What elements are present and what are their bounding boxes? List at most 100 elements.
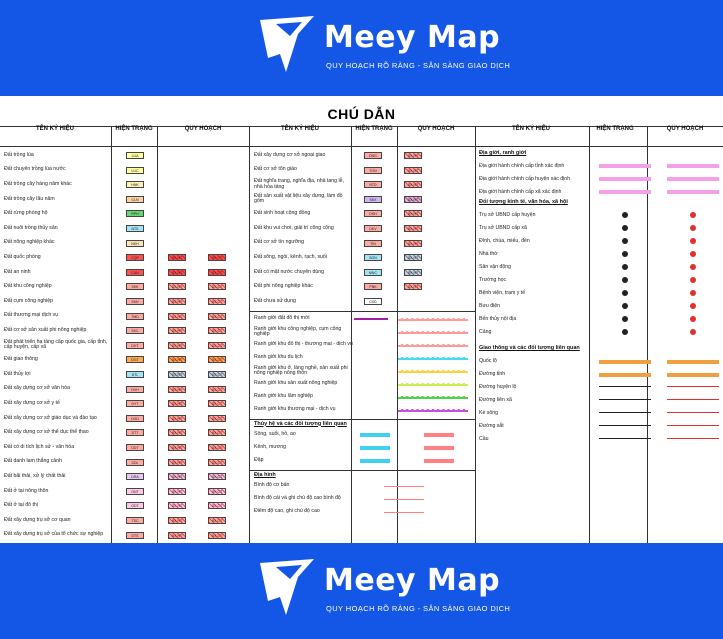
legend-label: Đất khu vui chơi, giải trí công cộng: [254, 224, 334, 231]
legend-label: Đất sông, ngòi, kênh, rạch, suối: [254, 253, 327, 260]
legend-panel: CHÚ DẪN TÊN KÝ HIỆU HIỆN TRẠNG QUY HOẠCH…: [0, 96, 723, 543]
section-heading: Địa hình: [254, 471, 276, 478]
plan-symbol: XX.HT: [168, 312, 186, 320]
road-plan-line: [667, 425, 719, 426]
plan-symbol: XX.HT: [168, 531, 186, 539]
col1-current-header: HIỆN TRẠNG: [115, 126, 153, 132]
water-symbol: [360, 445, 390, 450]
road-current-line: [599, 360, 651, 364]
legend-label: Đất trồng cây hàng năm khác: [4, 180, 72, 187]
plan-symbol: XX.HT: [404, 195, 422, 203]
legend-label: Đất xây dựng trụ sở cơ quan: [4, 516, 71, 523]
plan-line: [398, 343, 468, 347]
col3-plan-header: QUY HOẠCH: [666, 126, 704, 132]
plan-adjusted-symbol: XX.CT: [208, 502, 226, 510]
section-heading: Địa giới, ranh giới: [479, 150, 527, 156]
current-symbol: TON: [364, 166, 382, 174]
legend-row: Ranh giới khu đô thị - thương mại - dịch…: [254, 339, 474, 352]
legend-label: Đất sinh hoạt cộng đồng: [254, 210, 311, 217]
legend-label: Bệnh viện, trạm y tế: [479, 289, 526, 296]
current-symbol: NKH: [126, 239, 144, 247]
legend-row: Trường học: [479, 274, 719, 287]
plan-symbol: XX.HT: [168, 400, 186, 408]
legend-row: Đất xây dựng cơ sở giáo dục và đào tạo DG…: [4, 411, 249, 426]
legend-row: Ranh giới khu thương mại - dịch vụ: [254, 404, 474, 417]
legend-label: Ranh giới khu công nghiệp, cụm công nghi…: [254, 325, 342, 338]
road-current-line: [599, 386, 651, 387]
legend-row: Nhà thờ: [479, 248, 719, 261]
legend-label: Bình độ cơ bản: [254, 482, 290, 489]
legend-row: Quốc lộ: [479, 355, 719, 368]
legend-label: Ranh giới khu sản xuất nông nghiệp: [254, 380, 338, 387]
legend-row: Đất phi nông nghiệp khác PNK XX.HT: [254, 279, 474, 294]
brand-name: Meey Map: [324, 563, 501, 598]
legend-row: Đất quốc phòng CQP XX.HT XX.CT: [4, 250, 249, 265]
boundary-current-line: [599, 177, 651, 181]
divider: [250, 310, 475, 312]
current-symbol: LUC: [126, 166, 144, 174]
plan-adjusted-symbol: XX.CT: [208, 254, 226, 262]
plan-marker-icon: [690, 212, 696, 218]
current-line: [354, 317, 388, 320]
water-plan-symbol: [424, 458, 454, 463]
plan-symbol: XX.HT: [168, 254, 186, 262]
current-symbol: NTD: [364, 181, 382, 189]
plan-symbol: XX.HT: [404, 225, 422, 232]
current-marker-icon: [622, 303, 628, 309]
legend-label: Bưu điện: [479, 302, 501, 309]
legend-label: Ranh giới khu đô thị - thương mại - dịch…: [254, 341, 353, 348]
plan-symbol: XX.HT: [168, 429, 186, 437]
legend-label: Sông, suối, hồ, ao: [254, 431, 296, 438]
legend-row: Địa giới hành chính cấp xã xác định: [479, 186, 719, 199]
legend-row: Đất xây dựng trụ sở của tổ chức sự nghiệ…: [4, 528, 249, 543]
plan-marker-icon: [690, 277, 696, 283]
col2-plan-header: QUY HOẠCH: [417, 126, 455, 132]
current-symbol: DVH: [126, 385, 144, 393]
legend-row: Đất ở tại đô thị ODT XX.HT XX.CT: [4, 498, 249, 513]
legend-label: Đất ở tại đô thị: [4, 502, 38, 509]
legend-row: Địa giới hành chính cấp tỉnh xác định: [479, 160, 719, 173]
plan-symbol: XX.HT: [168, 385, 186, 393]
legend-row: Đất danh lam thắng cảnh DDL XX.HT XX.CT: [4, 455, 249, 470]
plan-line: [398, 408, 468, 412]
meey-logo-icon: [260, 16, 314, 72]
legend-label: Kênh, mương: [254, 444, 286, 451]
legend-label: Điểm độ cao, ghi chú độ cao: [254, 508, 320, 515]
plan-line: [398, 382, 468, 386]
plan-adjusted-symbol: XX.CT: [208, 327, 226, 335]
legend-row: Đất thương mại dịch vụ TMD XX.HT XX.CT: [4, 309, 249, 324]
road-plan-line: [667, 386, 719, 387]
legend-label: Đất danh lam thắng cảnh: [4, 458, 62, 465]
legend-row: Đình, chùa, miếu, đền: [479, 235, 719, 248]
current-symbol: DRA: [126, 473, 144, 481]
legend-label: Đất trồng cây lâu năm: [4, 195, 55, 202]
legend-row: Đất có di tích lịch sử - văn hóa DDT XX.HT…: [4, 440, 249, 455]
divider: [0, 146, 723, 147]
current-symbol: SKN: [126, 298, 144, 305]
legend-label: Đường tỉnh: [479, 370, 506, 377]
legend-row: Đất xây dựng trụ sở cơ quan TSC XX.HT XX.CT: [4, 513, 249, 528]
plan-line: [398, 395, 468, 399]
plan-symbol: XX.HT: [168, 268, 186, 276]
legend-label: Địa giới hành chính cấp xã xác định: [479, 188, 562, 195]
road-plan-line: [667, 360, 719, 364]
legend-label: Đất cơ sở sản xuất phi nông nghiệp: [4, 326, 87, 333]
legend-row: Ranh giới khu ở, làng nghề, sản xuất phi…: [254, 365, 474, 378]
legend-row: Đất chuyên trồng lúa nước LUC: [4, 163, 249, 178]
divider: [475, 126, 476, 543]
plan-symbol: XX.HT: [168, 327, 186, 335]
legend-label: Đất nghĩa trang, nghĩa địa, nhà tang lễ,…: [254, 178, 344, 190]
legend-label: Trụ sở UBND cấp xã: [479, 224, 527, 231]
legend-label: Đường liên xã: [479, 396, 512, 403]
legend-row: Đất cơ sở sản xuất phi nông nghiệp SKC XX.…: [4, 323, 249, 338]
current-symbol: SKX: [364, 195, 382, 203]
boundary-plan-line: [667, 164, 719, 168]
legend-row: Đất nuôi trồng thủy sản NTS: [4, 221, 249, 236]
current-marker-icon: [622, 238, 628, 244]
divider: [589, 126, 590, 543]
legend-label: Đất xây dựng cơ sở ngoại giao: [254, 151, 326, 158]
plan-symbol: XX.HT: [168, 444, 186, 451]
current-symbol: RPH: [126, 210, 144, 218]
divider: [250, 418, 475, 420]
legend-row: Đất trồng lúa LUA: [4, 148, 249, 163]
